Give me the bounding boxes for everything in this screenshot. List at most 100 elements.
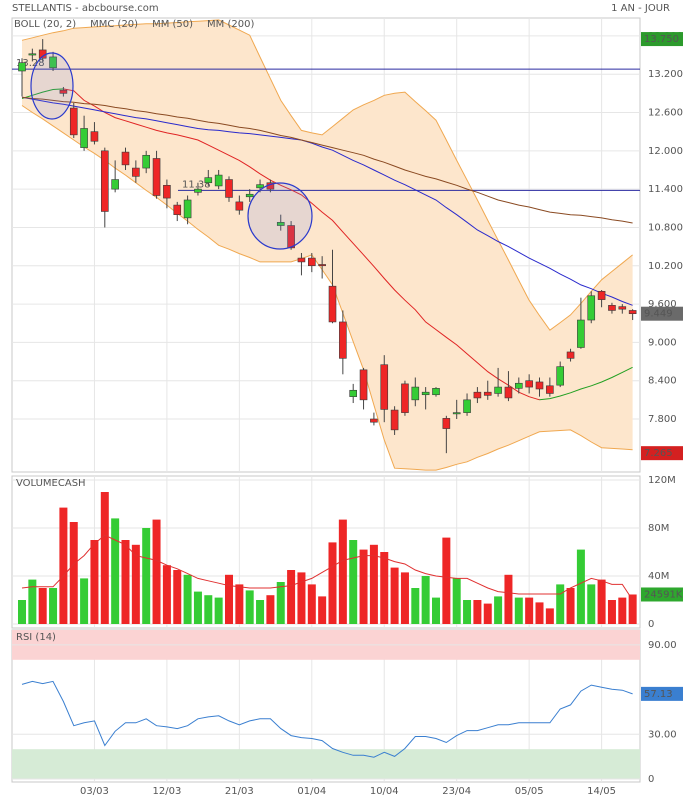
x-tick-label: 01/04 bbox=[297, 786, 326, 797]
volume-average bbox=[21, 534, 634, 601]
volume-bar bbox=[225, 574, 233, 624]
y-tick-label: 12.600 bbox=[648, 108, 683, 119]
bollinger-upper bbox=[21, 19, 633, 331]
volume-bar bbox=[111, 518, 120, 624]
rsi-zone bbox=[12, 749, 640, 779]
legend-label: MM (200) bbox=[207, 19, 254, 30]
value-box-label: 24591K bbox=[644, 589, 683, 600]
volume-bar bbox=[483, 603, 492, 624]
candle-body bbox=[49, 56, 57, 69]
volume-bar bbox=[328, 542, 337, 624]
volume-bar bbox=[131, 544, 140, 624]
volume-bar bbox=[535, 602, 544, 624]
y-tick-label: 8.400 bbox=[648, 376, 677, 387]
candle-body bbox=[328, 285, 337, 323]
candle-body bbox=[59, 89, 68, 94]
candle-body bbox=[101, 150, 109, 212]
volume-bar bbox=[256, 600, 265, 624]
candle-body bbox=[69, 107, 78, 136]
volume-bar bbox=[514, 597, 523, 624]
price-box bbox=[641, 446, 683, 461]
candle-body bbox=[401, 383, 409, 413]
candle-body bbox=[307, 257, 316, 267]
y-tick-label: 40M bbox=[648, 571, 669, 582]
rsi-line bbox=[21, 680, 633, 758]
candle-body bbox=[349, 389, 358, 397]
candle-body bbox=[483, 391, 492, 396]
volume-bar bbox=[245, 590, 254, 624]
candle-body bbox=[556, 366, 565, 386]
price-box-label: 13.750 bbox=[644, 34, 679, 45]
candle-body bbox=[463, 399, 471, 413]
volume-bar bbox=[90, 540, 99, 624]
candle-body bbox=[494, 386, 502, 394]
volume-bar bbox=[597, 579, 606, 624]
volume-bar bbox=[18, 600, 26, 624]
volume-bar bbox=[266, 595, 275, 624]
ma-line bbox=[539, 366, 633, 401]
candle-body bbox=[390, 409, 399, 431]
candle-body bbox=[132, 167, 140, 177]
y-tick-label: 10.200 bbox=[648, 261, 683, 272]
x-tick-label: 12/03 bbox=[152, 786, 181, 797]
candle-body bbox=[80, 128, 88, 148]
volume-bar bbox=[49, 588, 58, 624]
y-tick-label: 11.400 bbox=[648, 184, 683, 195]
candle-body bbox=[597, 290, 606, 300]
y-tick-label: 9.000 bbox=[648, 337, 677, 348]
candle-body bbox=[225, 179, 233, 198]
candle-body bbox=[142, 154, 150, 169]
candle-body bbox=[535, 381, 544, 390]
volume-bar bbox=[183, 574, 192, 624]
volume-bar bbox=[421, 576, 430, 624]
volume-bar bbox=[504, 574, 513, 624]
candle-body bbox=[608, 305, 616, 311]
volume-bar bbox=[38, 588, 47, 624]
candle-body bbox=[618, 306, 627, 310]
volume-bar bbox=[463, 600, 472, 624]
value-box bbox=[641, 686, 683, 701]
candle-body bbox=[28, 53, 37, 56]
price-box bbox=[641, 306, 683, 321]
y-tick-label: 90.00 bbox=[648, 640, 677, 651]
volume-bar bbox=[442, 537, 451, 624]
layers: 03/03 12/03 21/03 01/04 10/04 23/04 05/05 14/05… bbox=[11, 17, 683, 797]
candle-body bbox=[452, 412, 461, 415]
candle-body bbox=[245, 193, 254, 198]
volume-bar bbox=[566, 588, 575, 624]
y-tick-label: 12.000 bbox=[648, 146, 683, 157]
volume-bar bbox=[297, 572, 306, 624]
legend-label: MM (50) bbox=[152, 19, 193, 30]
legend-label: BOLL (20, 2) bbox=[14, 19, 76, 30]
volume-bar bbox=[28, 579, 37, 624]
volume-bar bbox=[545, 608, 554, 624]
volume-bar bbox=[318, 596, 327, 624]
panel-title: VOLUMECASH bbox=[16, 478, 86, 489]
y-tick-label: 80M bbox=[648, 523, 669, 534]
volume-bar bbox=[576, 549, 585, 624]
candle-body bbox=[546, 385, 554, 394]
candle-body bbox=[256, 184, 264, 189]
candle-body bbox=[411, 386, 420, 401]
x-tick-label: 21/03 bbox=[225, 786, 254, 797]
volume-bar bbox=[411, 588, 420, 624]
horizontal-line-label: 11.38 bbox=[182, 179, 211, 190]
candle-body bbox=[339, 321, 347, 359]
candle-body bbox=[18, 62, 26, 72]
volume-bar bbox=[162, 565, 171, 624]
candle-body bbox=[90, 131, 99, 142]
volume-bar bbox=[338, 519, 347, 624]
y-tick-label: 13.200 bbox=[648, 69, 683, 80]
period: 1 AN - JOUR bbox=[611, 3, 670, 14]
volume-bar bbox=[142, 528, 151, 624]
candle-body bbox=[473, 391, 482, 399]
candle-body bbox=[318, 264, 326, 267]
volume-bar bbox=[618, 597, 627, 624]
candle-body bbox=[152, 158, 161, 196]
volume-bar bbox=[587, 584, 596, 624]
volume-bar bbox=[214, 597, 223, 624]
candle-body bbox=[173, 204, 182, 215]
volume-bar bbox=[380, 552, 389, 624]
volume-bar bbox=[390, 567, 399, 624]
